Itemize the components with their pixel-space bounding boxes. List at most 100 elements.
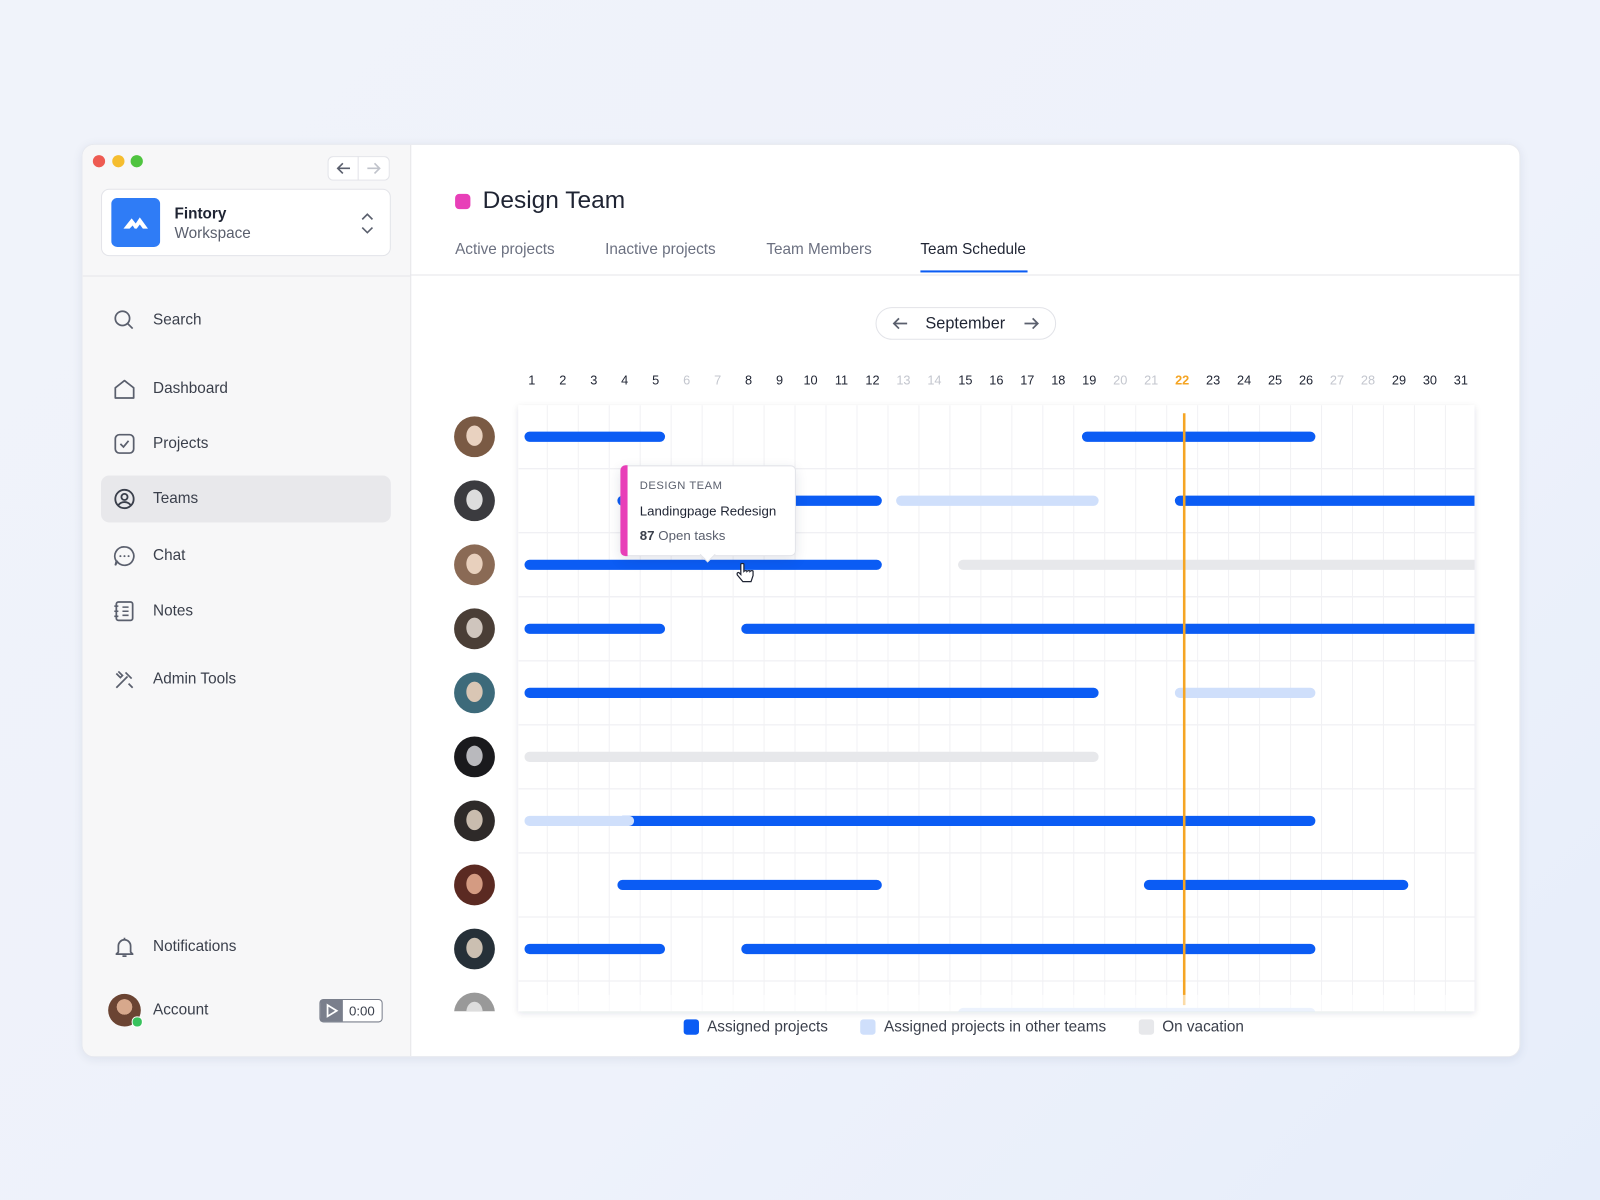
legend-label: Assigned projects [707, 1018, 828, 1036]
month: September [925, 315, 1005, 333]
nav-item[interactable]: Notes [101, 588, 391, 635]
day-label: 18 [1051, 373, 1065, 388]
legend-item: Assigned projects [683, 1018, 828, 1036]
day-label: 16 [989, 373, 1003, 388]
account-label[interactable]: Account [153, 1001, 209, 1019]
tooltip-tasks: 87 Open tasks [640, 528, 726, 543]
close-button[interactable] [92, 155, 106, 168]
legend-swatch [860, 1019, 876, 1035]
day-label: 15 [958, 373, 972, 388]
day-label: 6 [683, 373, 690, 388]
day-label: 13 [896, 373, 910, 388]
notifications[interactable]: Notifications [101, 923, 391, 970]
legend-swatch [1138, 1019, 1155, 1035]
schedule-bar [617, 879, 882, 891]
nav-label: Projects [153, 434, 209, 453]
timer-play[interactable] [320, 999, 343, 1022]
icon [115, 937, 134, 957]
avatars [454, 416, 495, 1012]
avatar-face [466, 745, 483, 767]
nav-label: Dashboard [153, 379, 228, 397]
team-title: Design Team [482, 186, 626, 215]
nav-item[interactable]: Teams [101, 475, 391, 523]
nav-item[interactable]: Admin Tools [101, 656, 391, 703]
nav-item[interactable]: Chat [101, 533, 391, 580]
icon [326, 1003, 339, 1018]
tab[interactable]: Active projects [455, 240, 555, 259]
avatar [454, 800, 495, 842]
header-divider [410, 274, 1520, 276]
timer[interactable]: 0:00 [319, 998, 383, 1023]
day-label: 4 [621, 373, 628, 388]
timer-text: 0:00 [348, 1003, 375, 1019]
legend: Assigned projects Assigned projects in ot… [409, 1018, 1518, 1036]
day-label: 20 [1113, 373, 1127, 388]
month-switcher: September [875, 307, 1057, 340]
workspace-logo [111, 197, 161, 247]
day-label: 12 [865, 373, 879, 388]
minimize-button[interactable] [112, 155, 125, 168]
day-label: 21 [1144, 373, 1158, 388]
icon [114, 310, 134, 330]
tooltip: DESIGN TEAM Landingpage Redesign 87 Open… [620, 465, 796, 563]
avatar [454, 864, 495, 906]
icon [114, 379, 135, 399]
tab[interactable]: Inactive projects [605, 240, 716, 259]
bottom-fade [518, 994, 1475, 1012]
schedule-bar [524, 687, 1099, 698]
avatar-face [466, 873, 483, 895]
next-month[interactable] [1024, 317, 1039, 330]
workspace-name: Fintory [174, 205, 227, 223]
day-label: 24 [1237, 373, 1251, 388]
avatar-face [466, 681, 483, 703]
zoom-button[interactable] [130, 155, 143, 168]
day-label: 8 [745, 373, 752, 388]
day-label: 26 [1299, 373, 1313, 388]
legend-item: Assigned projects in other teams [860, 1018, 1107, 1036]
schedule-bar [524, 943, 666, 955]
day-label: 14 [927, 373, 941, 388]
nav-item[interactable]: Projects [101, 420, 391, 467]
tooltip-count: 87 [639, 527, 655, 543]
workspace-switcher[interactable]: Fintory Workspace [101, 188, 391, 257]
tab[interactable]: Team Schedule [920, 240, 1029, 273]
schedule-bar [1081, 431, 1316, 442]
avatar-face [466, 1001, 483, 1012]
schedule-bar [524, 431, 666, 442]
avatar-face [466, 617, 483, 639]
prev-month[interactable] [892, 317, 908, 330]
icon [115, 670, 134, 689]
day-label: 31 [1454, 373, 1468, 388]
icon [114, 488, 135, 510]
tooltip-project: Landingpage Redesign [639, 503, 777, 519]
day-label: 5 [652, 373, 659, 388]
schedule-bar [958, 559, 1475, 570]
history-arrows[interactable] [327, 156, 390, 181]
chevrons [361, 213, 374, 234]
cursor [736, 562, 754, 583]
legend-label: Assigned projects in other teams [884, 1018, 1107, 1036]
nav-item[interactable]: Search [101, 297, 391, 344]
icon [114, 433, 135, 454]
day-label: 7 [714, 373, 721, 388]
divider [82, 275, 411, 277]
day-label: 1 [528, 373, 535, 388]
day-label: 29 [1392, 373, 1406, 388]
tab[interactable]: Team Members [766, 240, 872, 259]
sidebar: Fintory Workspace Search Dashboard Proje… [82, 144, 412, 1057]
schedule-bar [524, 751, 1099, 762]
nav-item[interactable]: Dashboard [101, 365, 391, 412]
notifications-label: Notifications [153, 937, 237, 956]
tooltip-accent [620, 465, 628, 557]
schedule-bar [524, 815, 635, 827]
avatar-face [466, 809, 483, 831]
icon [113, 546, 135, 567]
online-status [131, 1016, 143, 1028]
tooltip-team: DESIGN TEAM [639, 479, 723, 492]
legend-item: On vacation [1138, 1018, 1244, 1036]
schedule-bar [1143, 879, 1409, 891]
tooltip-count-label: Open tasks [658, 527, 726, 543]
avatar [454, 992, 495, 1012]
avatar-face [466, 553, 483, 574]
